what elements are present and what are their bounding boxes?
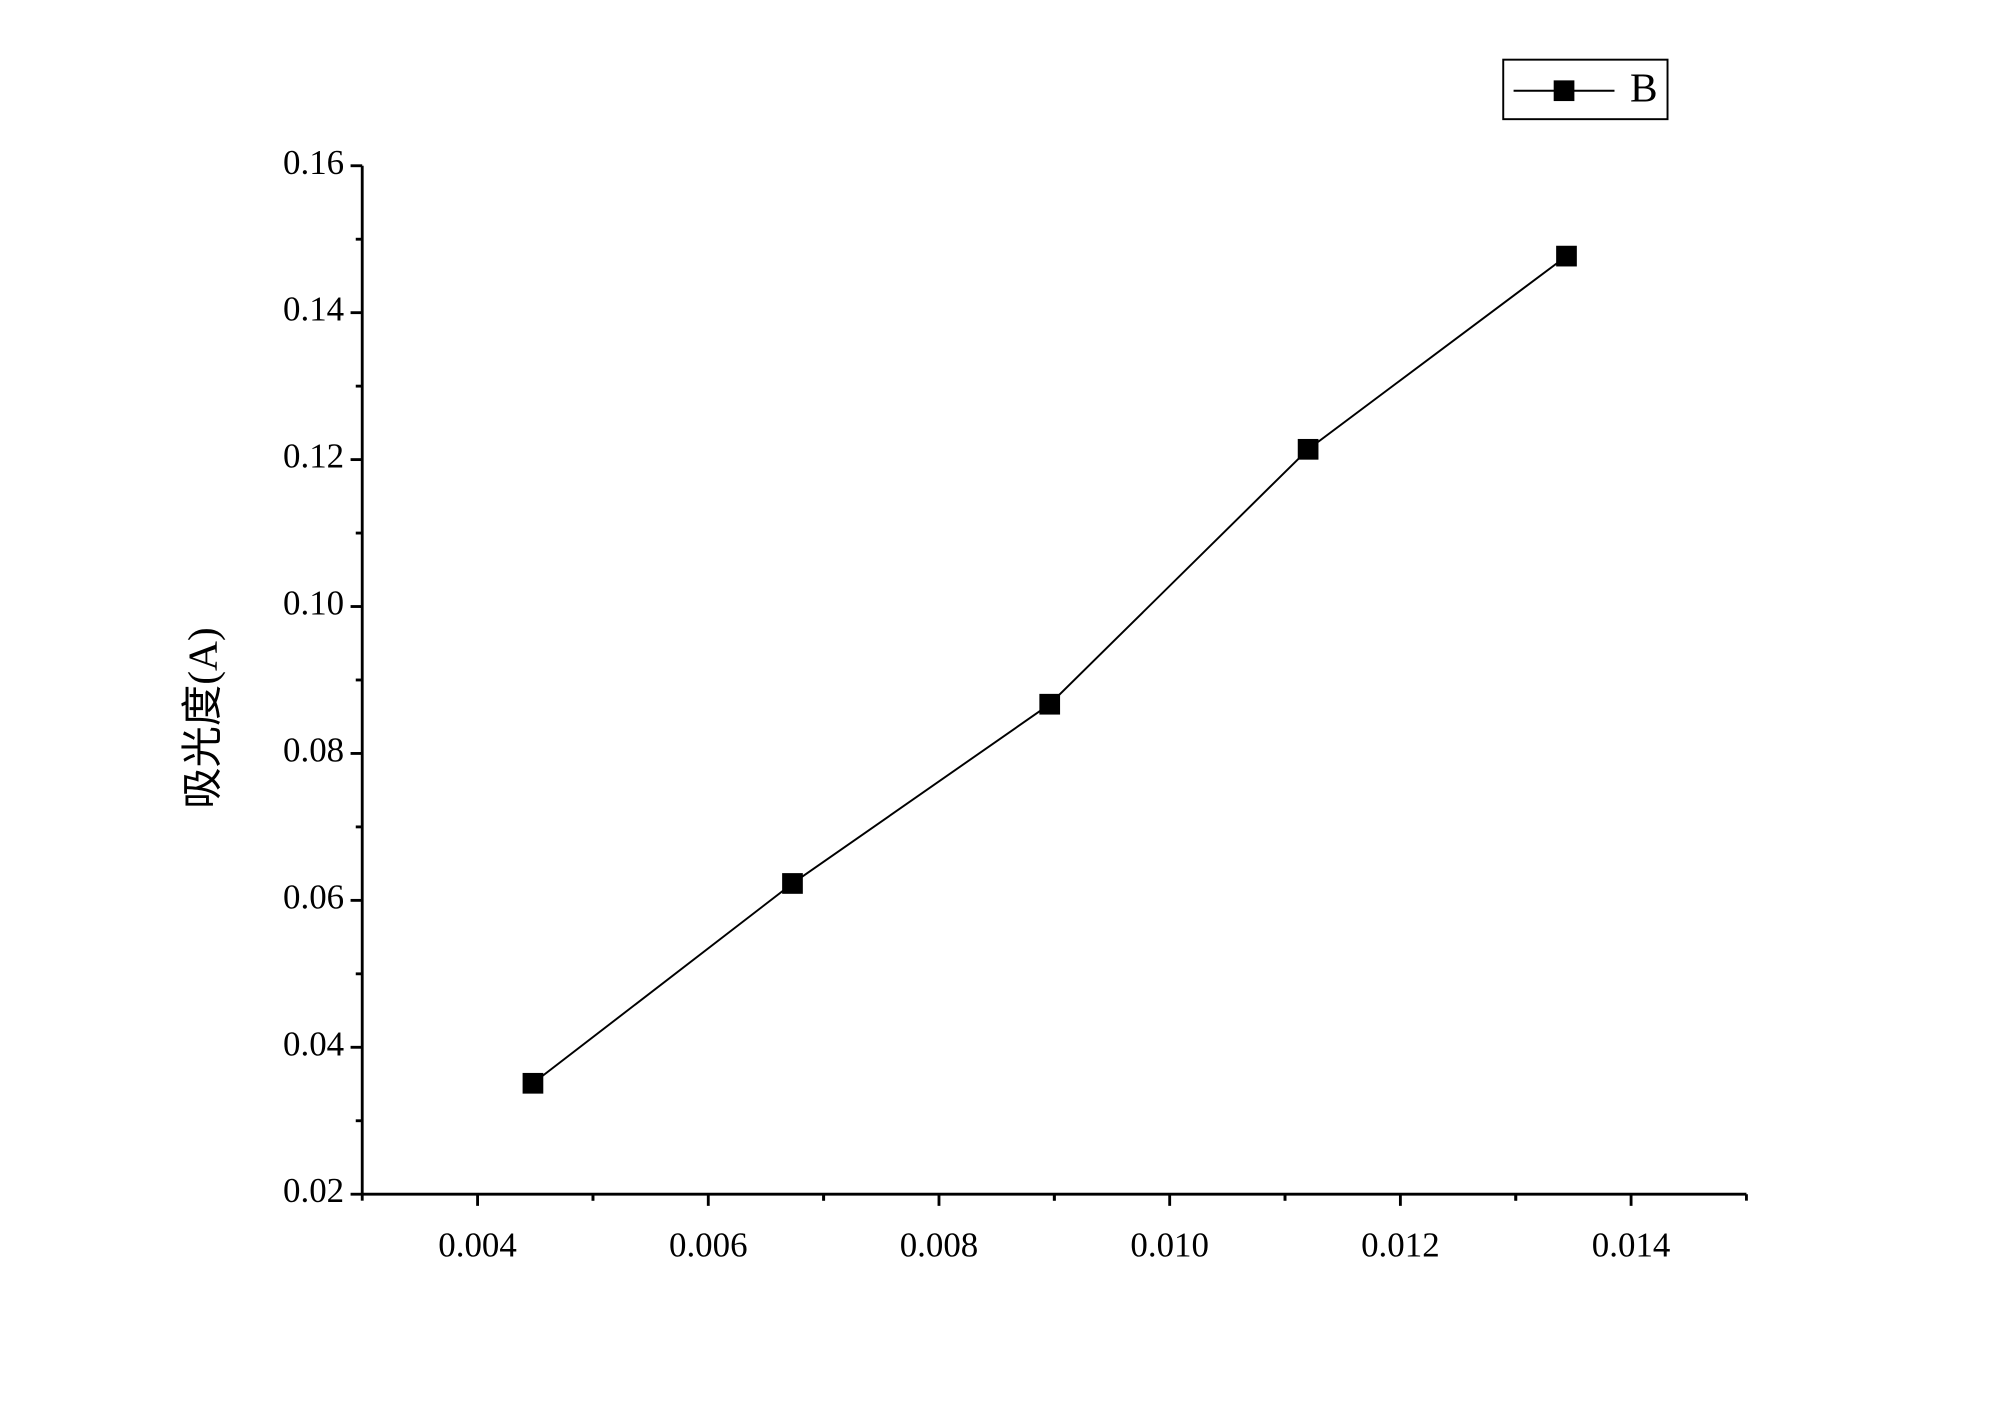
marker [1556,245,1577,267]
legend-marker [1553,80,1575,102]
y-tick-label: 0.02 [283,1171,344,1210]
x-tick-label: 0.006 [669,1226,748,1265]
marker [782,873,803,894]
y-tick-label: 0.08 [283,730,344,769]
y-tick-label: 0.06 [283,877,344,916]
marker [1039,693,1061,715]
marker [522,1072,544,1094]
y-tick-label: 0.14 [283,290,344,329]
y-tick-label: 0.16 [283,143,344,182]
y-tick-label: 0.10 [283,584,344,623]
x-tick-label: 0.008 [900,1226,979,1265]
legend-label: B [1630,65,1658,111]
series-line [532,255,1568,1085]
y-tick-label: 0.12 [283,437,344,476]
y-tick-label: 0.04 [283,1024,344,1063]
marker [1297,438,1319,460]
x-tick-label: 0.010 [1130,1226,1209,1265]
x-tick-label: 0.004 [438,1226,517,1265]
x-tick-label: 0.014 [1592,1226,1671,1265]
x-tick-label: 0.012 [1361,1226,1440,1265]
legend-box [1502,58,1669,121]
y-axis-label: 吸光度(A) [179,627,226,809]
